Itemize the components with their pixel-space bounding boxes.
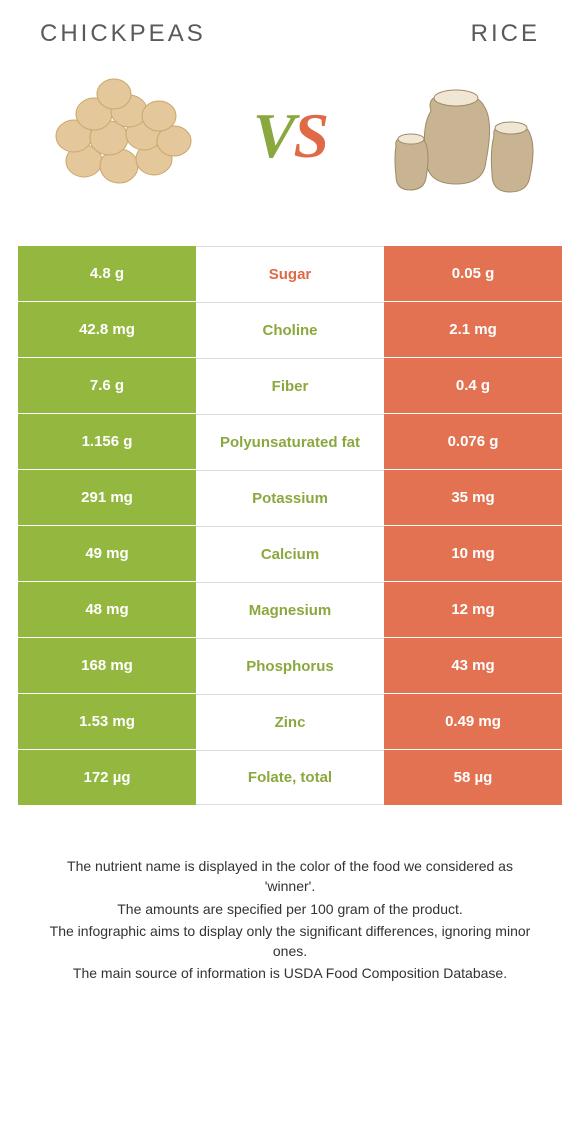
right-value: 10 mg <box>384 526 562 581</box>
left-value: 4.8 g <box>18 246 196 301</box>
footer-line: The main source of information is USDA F… <box>40 963 540 983</box>
nutrient-name: Choline <box>196 302 384 357</box>
left-value: 7.6 g <box>18 358 196 413</box>
footer-line: The nutrient name is displayed in the co… <box>40 856 540 897</box>
nutrient-name: Folate, total <box>196 750 384 805</box>
left-value: 1.156 g <box>18 414 196 469</box>
left-food-image <box>24 66 214 206</box>
table-row: 1.156 gPolyunsaturated fat0.076 g <box>18 414 562 470</box>
right-food-image <box>366 66 556 206</box>
header: Chickpeas Rice <box>18 20 562 66</box>
left-title: Chickpeas <box>40 20 206 48</box>
table-row: 1.53 mgZinc0.49 mg <box>18 694 562 750</box>
table-row: 7.6 gFiber0.4 g <box>18 358 562 414</box>
left-value: 168 mg <box>18 638 196 693</box>
table-row: 291 mgPotassium35 mg <box>18 470 562 526</box>
right-value: 0.076 g <box>384 414 562 469</box>
right-value: 58 µg <box>384 750 562 805</box>
left-value: 49 mg <box>18 526 196 581</box>
right-value: 43 mg <box>384 638 562 693</box>
image-row: VS <box>18 66 562 246</box>
nutrient-name: Sugar <box>196 246 384 301</box>
footer-line: The infographic aims to display only the… <box>40 921 540 962</box>
nutrient-name: Potassium <box>196 470 384 525</box>
right-value: 12 mg <box>384 582 562 637</box>
right-value: 35 mg <box>384 470 562 525</box>
table-row: 168 mgPhosphorus43 mg <box>18 638 562 694</box>
table-row: 172 µgFolate, total58 µg <box>18 750 562 806</box>
table-row: 4.8 gSugar0.05 g <box>18 246 562 302</box>
left-value: 42.8 mg <box>18 302 196 357</box>
right-value: 0.05 g <box>384 246 562 301</box>
nutrient-name: Fiber <box>196 358 384 413</box>
right-value: 2.1 mg <box>384 302 562 357</box>
nutrient-name: Zinc <box>196 694 384 749</box>
footer-notes: The nutrient name is displayed in the co… <box>18 806 562 984</box>
vs-v: V <box>253 100 294 171</box>
nutrient-name: Polyunsaturated fat <box>196 414 384 469</box>
nutrient-name: Phosphorus <box>196 638 384 693</box>
vs-s: S <box>294 100 328 171</box>
table-row: 42.8 mgCholine2.1 mg <box>18 302 562 358</box>
nutrient-name: Calcium <box>196 526 384 581</box>
left-value: 172 µg <box>18 750 196 805</box>
left-value: 291 mg <box>18 470 196 525</box>
vs-label: VS <box>253 99 327 173</box>
footer-line: The amounts are specified per 100 gram o… <box>40 899 540 919</box>
right-value: 0.49 mg <box>384 694 562 749</box>
left-value: 48 mg <box>18 582 196 637</box>
nutrient-table: 4.8 gSugar0.05 g42.8 mgCholine2.1 mg7.6 … <box>18 246 562 806</box>
nutrient-name: Magnesium <box>196 582 384 637</box>
table-row: 48 mgMagnesium12 mg <box>18 582 562 638</box>
right-value: 0.4 g <box>384 358 562 413</box>
right-title: Rice <box>471 20 540 48</box>
table-row: 49 mgCalcium10 mg <box>18 526 562 582</box>
left-value: 1.53 mg <box>18 694 196 749</box>
